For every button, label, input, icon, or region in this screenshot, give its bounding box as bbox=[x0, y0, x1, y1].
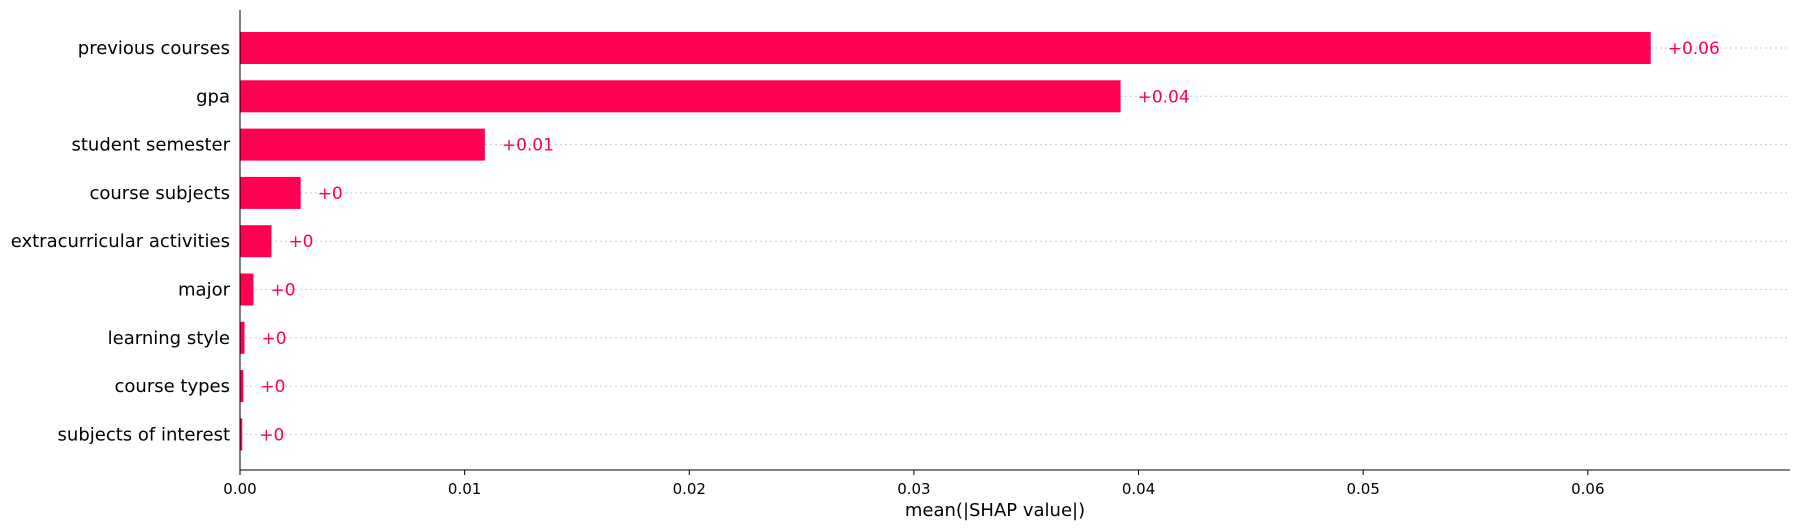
x-tick-label: 0.00 bbox=[223, 480, 256, 498]
feature-label: gpa bbox=[196, 86, 230, 107]
value-label: +0.01 bbox=[502, 136, 554, 156]
bar-learning-style bbox=[240, 321, 245, 354]
feature-label: subjects of interest bbox=[58, 424, 230, 445]
x-tick-label: 0.03 bbox=[897, 480, 930, 498]
x-tick-label: 0.06 bbox=[1571, 480, 1604, 498]
feature-label: major bbox=[178, 280, 231, 301]
value-label: +0 bbox=[288, 232, 313, 252]
feature-label: student semester bbox=[71, 135, 230, 156]
x-tick-label: 0.01 bbox=[448, 480, 481, 498]
bar-previous-courses bbox=[240, 32, 1651, 64]
value-label: +0.04 bbox=[1138, 87, 1190, 107]
value-label: +0 bbox=[261, 329, 286, 349]
value-label: +0 bbox=[270, 281, 295, 301]
bar-course-subjects bbox=[240, 176, 301, 209]
axes bbox=[239, 10, 1790, 471]
x-tick-label: 0.04 bbox=[1122, 480, 1155, 498]
x-axis-title: mean(|SHAP value|) bbox=[905, 500, 1085, 521]
x-tick-label: 0.05 bbox=[1346, 480, 1379, 498]
bars bbox=[240, 32, 1651, 451]
value-label: +0 bbox=[260, 377, 285, 397]
bar-course-types bbox=[240, 370, 244, 403]
feature-label: previous courses bbox=[78, 38, 230, 59]
bar-gpa bbox=[240, 80, 1121, 113]
bar-extracurricular-activities bbox=[240, 225, 272, 258]
feature-labels: previous courses gpa student semester cours… bbox=[11, 38, 231, 445]
bar-student-semester bbox=[240, 128, 485, 161]
feature-label: extracurricular activities bbox=[11, 231, 230, 252]
x-tick-label: 0.02 bbox=[673, 480, 706, 498]
feature-label: course subjects bbox=[89, 183, 230, 204]
feature-label: course types bbox=[115, 376, 230, 397]
value-label: +0 bbox=[318, 184, 343, 204]
value-label: +0.06 bbox=[1668, 39, 1720, 59]
x-axis-ticks: 0.00 0.01 0.02 0.03 0.04 0.05 0.06 bbox=[223, 470, 1605, 498]
bar-major bbox=[240, 273, 254, 306]
feature-label: learning style bbox=[108, 328, 230, 349]
value-labels: +0.06 +0.04 +0.01 +0 +0 +0 +0 +0 +0 bbox=[259, 39, 1720, 445]
value-label: +0 bbox=[259, 425, 284, 445]
bar-subjects-of-interest bbox=[240, 418, 243, 451]
